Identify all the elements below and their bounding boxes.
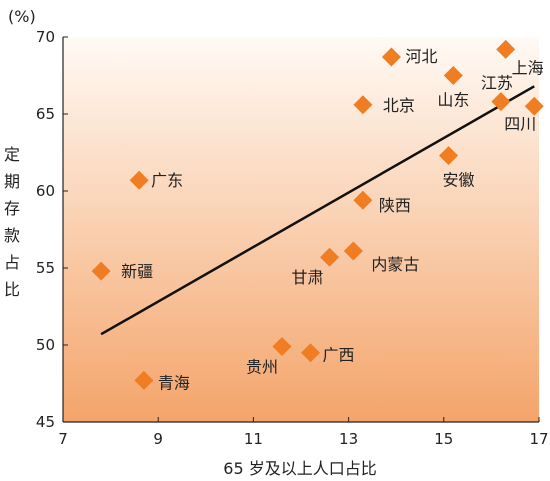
x-tick-label: 17 bbox=[529, 430, 548, 448]
y-tick-label: 50 bbox=[36, 336, 55, 354]
x-tick-label: 15 bbox=[434, 430, 453, 448]
data-point-marker bbox=[301, 343, 321, 363]
y-axis-title: 定期存款占比 bbox=[4, 145, 20, 299]
point-label: 北京 bbox=[383, 96, 415, 115]
point-label: 贵州 bbox=[246, 358, 278, 377]
point-label: 新疆 bbox=[121, 262, 153, 281]
y-tick-label: 65 bbox=[36, 105, 55, 123]
data-point-marker bbox=[353, 95, 373, 115]
y-tick-label: 60 bbox=[36, 182, 55, 200]
y-tick-label: 70 bbox=[36, 28, 55, 46]
point-label: 上海 bbox=[512, 58, 544, 77]
y-tick-label: 45 bbox=[36, 413, 55, 431]
point-label: 四川 bbox=[504, 114, 536, 133]
plot-background bbox=[63, 37, 539, 422]
axes: 7 9 11 13 15 17 45 50 55 60 65 70 bbox=[36, 28, 549, 448]
data-point-marker bbox=[491, 92, 511, 112]
point-label: 广东 bbox=[151, 171, 183, 190]
point-label: 安徽 bbox=[443, 171, 475, 190]
data-point-marker bbox=[272, 337, 292, 357]
y-tick-label: 55 bbox=[36, 259, 55, 277]
point-label: 广西 bbox=[323, 346, 355, 365]
trendline-group bbox=[100, 85, 535, 336]
point-label: 内蒙古 bbox=[371, 255, 419, 274]
data-point-marker bbox=[129, 170, 149, 190]
point-label: 甘肃 bbox=[292, 268, 324, 287]
y-unit-label: (%) bbox=[8, 7, 36, 26]
x-tick-label: 11 bbox=[244, 430, 263, 448]
x-tick-label: 13 bbox=[339, 430, 358, 448]
point-label: 青海 bbox=[158, 373, 190, 392]
data-point-marker bbox=[381, 47, 401, 67]
data-point-marker bbox=[439, 146, 459, 166]
data-point-marker bbox=[524, 96, 544, 116]
data-points bbox=[91, 39, 544, 390]
point-label: 山东 bbox=[437, 91, 469, 110]
data-point-marker bbox=[353, 190, 373, 210]
trendline bbox=[100, 85, 535, 336]
data-point-marker bbox=[496, 39, 516, 59]
x-tick-label: 9 bbox=[153, 430, 163, 448]
data-point-marker bbox=[91, 261, 111, 281]
point-label: 江苏 bbox=[481, 74, 513, 93]
x-axis-title: 65 岁及以上人口占比 bbox=[223, 459, 376, 478]
point-label: 河北 bbox=[405, 47, 437, 66]
data-point-marker bbox=[443, 66, 463, 85]
point-label: 陕西 bbox=[379, 196, 411, 215]
x-tick-label: 7 bbox=[58, 430, 68, 448]
data-point-marker bbox=[343, 241, 363, 261]
data-point-marker bbox=[134, 370, 154, 390]
data-point-marker bbox=[320, 247, 340, 267]
